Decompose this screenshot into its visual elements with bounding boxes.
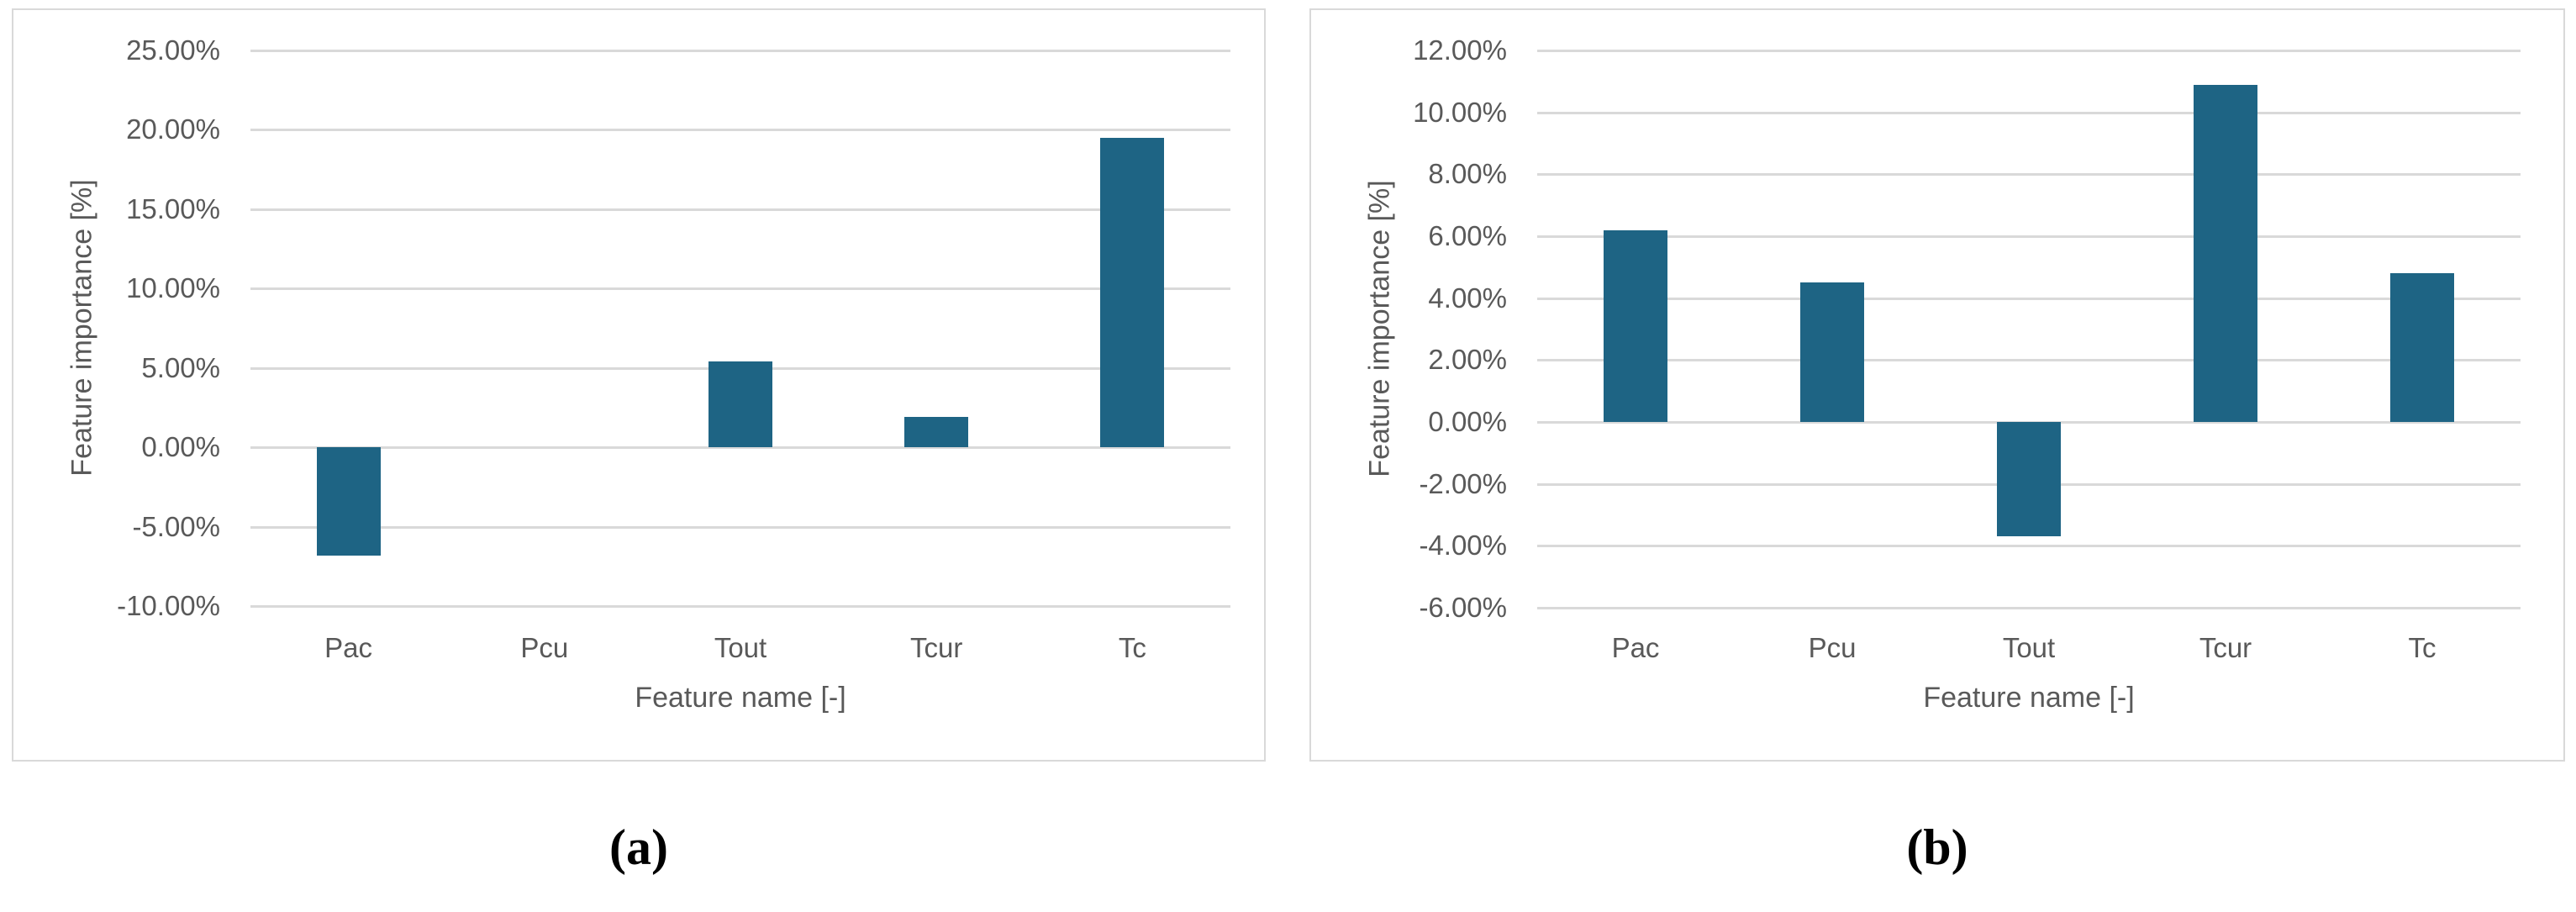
gridline [1537,235,2521,238]
x-axis-title-a: Feature name [-] [635,682,846,714]
x-category-label: Tout [714,632,767,663]
bar-Pac [316,447,381,556]
bar-Tout [1997,422,2061,537]
y-tick-label: 20.00% [126,113,220,145]
x-category-label: Pac [1611,632,1660,663]
y-tick-label: 6.00% [1428,220,1507,251]
chart-panel-b: Feature importance [%] Feature name [-] … [1309,8,2565,762]
gridline [250,287,1230,291]
bar-Pac [1604,229,1667,422]
gridline [1537,111,2521,114]
subfigure-caption-a: (a) [609,820,668,875]
x-category-label: Tcur [910,632,963,663]
y-tick-label: -2.00% [1419,467,1507,499]
y-tick-label: 2.00% [1428,344,1507,376]
gridline [1537,297,2521,300]
y-tick-label: 0.00% [141,431,220,463]
y-tick-label: 10.00% [126,272,220,304]
y-tick-label: -4.00% [1419,530,1507,561]
bar-Tout [709,361,772,448]
bar-Tcur [904,417,969,448]
x-category-label: Tc [1118,632,1146,663]
gridline [1537,545,2521,548]
gridline [1537,607,2521,609]
gridline [250,446,1230,450]
gridline [250,525,1230,529]
y-tick-label: 8.00% [1428,158,1507,190]
gridline [1537,173,2521,177]
y-tick-label: 15.00% [126,192,220,224]
x-category-label: Tout [2002,632,2056,663]
x-axis-title-b: Feature name [-] [1923,682,2135,714]
gridline [1537,50,2521,52]
y-tick-label: 25.00% [126,34,220,66]
x-category-label: Pcu [1808,632,1857,663]
chart-panel-a: Feature importance [%] Feature name [-] … [12,8,1266,762]
bar-Pcu [1800,282,1864,422]
gridline [1537,359,2521,362]
bar-Tcur [2194,84,2257,422]
gridline [250,605,1230,608]
bar-Tc [1100,137,1165,448]
subfigure-caption-b: (b) [1906,820,1968,875]
y-tick-label: -6.00% [1419,592,1507,623]
y-axis-title-b: Feature importance [%] [1363,180,1396,477]
y-tick-label: 10.00% [1413,96,1507,128]
y-tick-label: -5.00% [132,510,220,542]
y-tick-label: 4.00% [1428,282,1507,314]
gridline [250,129,1230,132]
gridline [250,208,1230,211]
y-tick-label: 12.00% [1413,34,1507,66]
y-tick-label: 5.00% [141,351,220,383]
x-category-label: Tc [2408,632,2436,663]
y-tick-label: -10.00% [117,590,220,621]
x-category-label: Pac [324,632,373,663]
x-category-label: Pcu [520,632,569,663]
y-tick-label: 0.00% [1428,406,1507,437]
bar-Tc [2390,273,2454,422]
x-category-label: Tcur [2199,632,2252,663]
gridline [250,50,1230,52]
